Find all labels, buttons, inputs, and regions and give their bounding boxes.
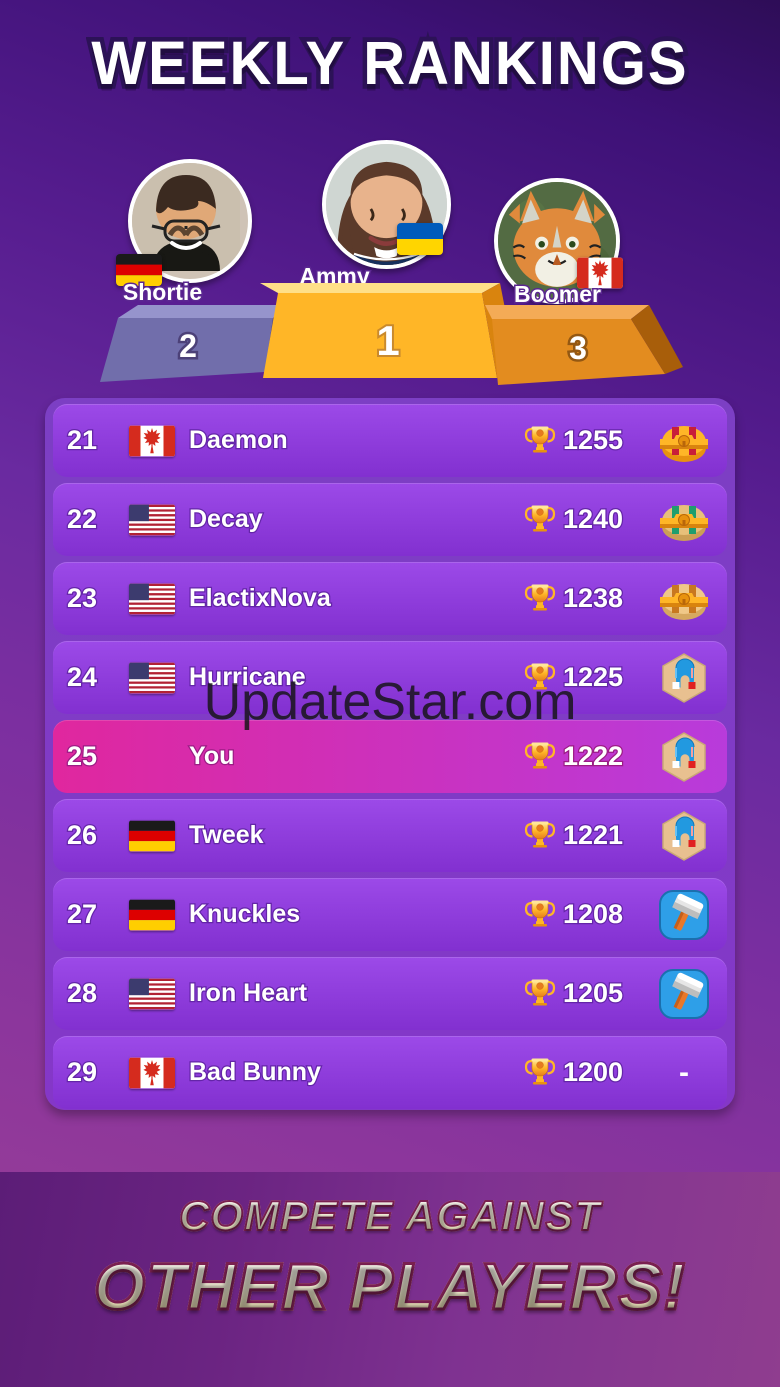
svg-text:1: 1: [376, 317, 399, 364]
svg-text:2: 2: [179, 328, 197, 364]
svg-text:3: 3: [569, 330, 587, 366]
